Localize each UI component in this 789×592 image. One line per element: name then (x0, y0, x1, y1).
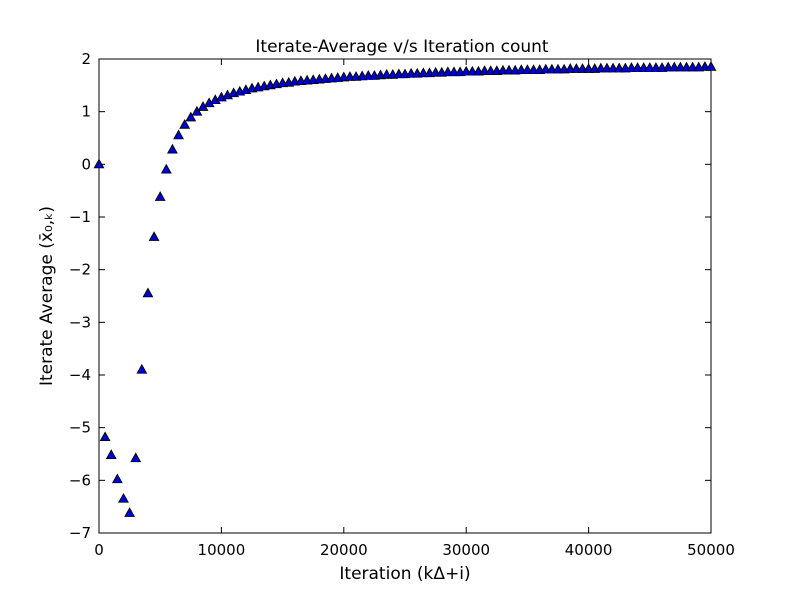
ticks: 0 10000 20000 30000 40000 50000 2 1 0 −1 −2 −3 −4 −5 −… (69, 50, 735, 559)
data-point (142, 287, 154, 298)
y-axis-label: Iterate Average (x̄₀,ₖ) (37, 206, 57, 386)
data-point (99, 431, 111, 442)
data-point (136, 363, 148, 374)
chart-title: Iterate-Average v/s Iteration count (255, 37, 549, 57)
x-tick-label: 40000 (565, 541, 613, 559)
x-tick-label: 20000 (320, 541, 368, 559)
data-point (93, 158, 105, 169)
data-point (705, 61, 717, 71)
x-axis-label-text: Iteration (kΔ+i) (339, 564, 470, 584)
data-point (124, 507, 136, 517)
y-tick-label: −3 (69, 313, 91, 331)
data-point (167, 143, 178, 154)
data-markers (93, 61, 717, 517)
data-point (179, 119, 191, 129)
data-point (173, 129, 184, 140)
plot-frame (98, 58, 712, 534)
y-tick-label: −4 (69, 366, 91, 384)
data-point (191, 105, 203, 116)
x-axis-label: Iteration (kΔ+i) (339, 564, 470, 584)
data-point (148, 231, 160, 241)
data-point (185, 111, 197, 122)
x-tick-label: 0 (94, 541, 104, 559)
y-tick-label: −6 (69, 471, 91, 489)
y-tick-label: −5 (69, 419, 91, 437)
y-tick-label: 0 (81, 155, 91, 173)
y-tick-label: −7 (69, 524, 91, 542)
y-axis-label-text: Iterate Average (x̄₀,ₖ) (37, 206, 57, 386)
x-tick-label: 30000 (442, 541, 490, 559)
data-point (118, 492, 129, 503)
y-tick-label: −2 (69, 261, 91, 279)
x-tick-label: 50000 (687, 541, 735, 559)
y-tick-label: −1 (69, 208, 91, 226)
data-point (154, 191, 166, 201)
data-point (130, 452, 142, 463)
y-tick-label: 1 (81, 103, 91, 121)
data-point (160, 163, 172, 174)
data-point (105, 449, 117, 459)
data-point (111, 473, 123, 484)
y-tick-label: 2 (81, 50, 91, 68)
plot-area: 0 10000 20000 30000 40000 50000 2 1 0 −1 −2 −3 −4 −5 −… (69, 50, 735, 559)
x-tick-label: 10000 (198, 541, 246, 559)
